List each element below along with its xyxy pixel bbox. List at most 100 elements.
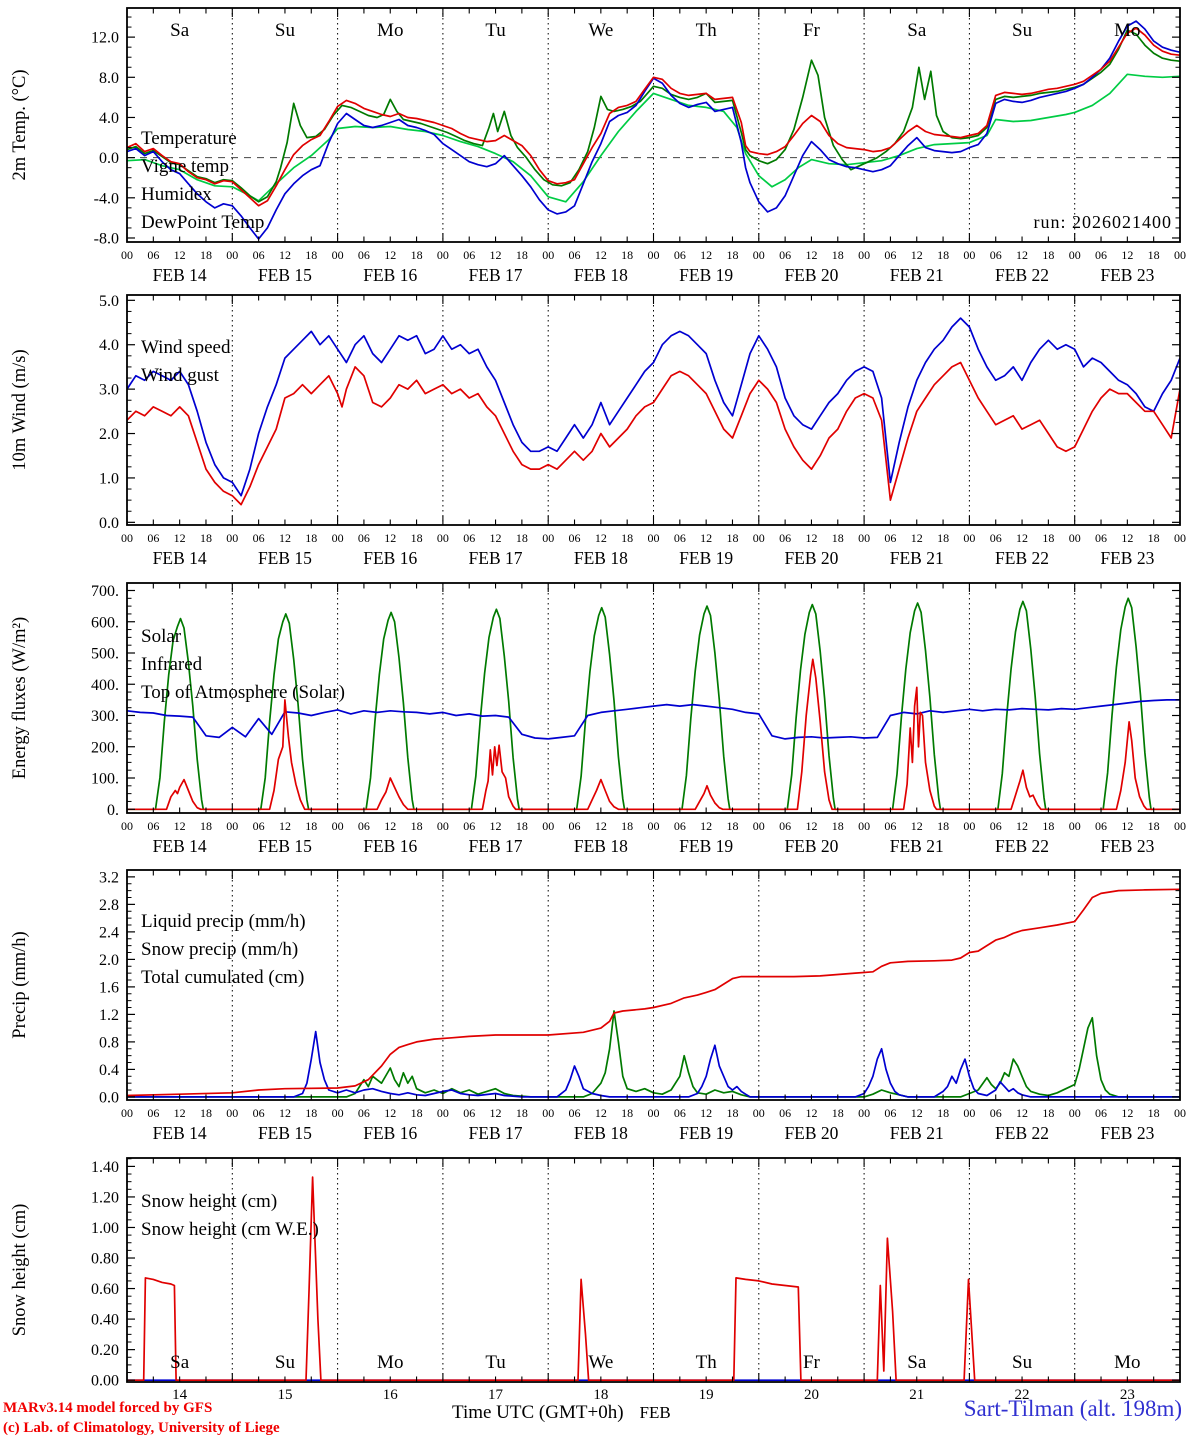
hour-tick-label: 18 <box>621 248 633 262</box>
legend-snow-height-0: Snow height (cm) <box>141 1191 277 1212</box>
day-label: FEB 18 <box>574 836 628 856</box>
y-tick-label: 1.40 <box>91 1159 119 1176</box>
day-label: FEB 18 <box>574 265 628 285</box>
hour-tick-label: 12 <box>279 1106 291 1120</box>
day-label: FEB 16 <box>363 548 417 568</box>
hour-tick-label: 06 <box>990 819 1002 833</box>
day-label: FEB 14 <box>153 548 207 568</box>
hour-tick-label: 00 <box>753 819 765 833</box>
hour-tick-label: 12 <box>700 1106 712 1120</box>
day-label: FEB 20 <box>784 265 838 285</box>
weekday-label: Sa <box>170 1352 190 1373</box>
y-tick-label: -4.0 <box>94 190 119 207</box>
hour-tick-label: 06 <box>358 531 370 545</box>
panel-temperature: -8.0 -4.0 0.0 4.0 8.0 12.0 00 06 12 18 00 06 12 18 00 0… <box>10 7 1186 285</box>
day-label: FEB 16 <box>363 836 417 856</box>
hour-tick-label: 06 <box>990 1106 1002 1120</box>
hour-tick-label: 06 <box>463 1106 475 1120</box>
hour-tick-label: 12 <box>384 248 396 262</box>
y-tick-label: 2.0 <box>99 952 119 969</box>
y-tick-label: 0.80 <box>91 1251 119 1268</box>
y-tick-label: 400. <box>91 677 119 694</box>
hour-tick-label: 18 <box>516 248 528 262</box>
day-number-label: 14 <box>172 1387 188 1403</box>
y-tick-label: 2.4 <box>99 924 119 941</box>
hour-tick-label: 18 <box>200 531 212 545</box>
hour-tick-label: 18 <box>937 248 949 262</box>
hour-tick-label: 00 <box>542 531 554 545</box>
hour-tick-label: 18 <box>937 531 949 545</box>
hour-tick-label: 06 <box>569 248 581 262</box>
hour-tick-label: 18 <box>832 531 844 545</box>
legend-snow-height-1: Snow height (cm W.E.) <box>141 1219 319 1240</box>
hour-tick-label: 12 <box>279 819 291 833</box>
day-label: FEB 19 <box>679 548 733 568</box>
day-label: FEB 15 <box>258 836 312 856</box>
hour-tick-label: 00 <box>648 248 660 262</box>
month-label: FEB <box>639 1403 671 1422</box>
hour-tick-label: 12 <box>1016 819 1028 833</box>
panel-energy-fluxes: 0. 100. 200. 300. 400. 500. 600. 700. 00 06 12 18 00… <box>10 582 1186 856</box>
hour-tick-label: 00 <box>963 819 975 833</box>
hour-tick-label: 00 <box>121 819 133 833</box>
hour-tick-label: 00 <box>332 531 344 545</box>
hour-tick-label: 12 <box>911 1106 923 1120</box>
y-tick-label: 5.0 <box>99 293 119 310</box>
legend-precip-2: Total cumulated (cm) <box>141 967 304 988</box>
y-tick-label: 300. <box>91 708 119 725</box>
y-tick-label: 1.20 <box>91 1189 119 1206</box>
hour-tick-label: 18 <box>305 531 317 545</box>
hour-tick-label: 06 <box>1095 248 1107 262</box>
y-tick-label: 0.8 <box>99 1034 119 1051</box>
weekday-label: We <box>588 1352 613 1373</box>
hour-tick-label: 06 <box>674 819 686 833</box>
y-tick-label: 1.00 <box>91 1220 119 1237</box>
footer-credit: MARv3.14 model forced by GFS (c) Lab. of… <box>3 1398 280 1438</box>
hour-tick-label: 06 <box>674 248 686 262</box>
weekday-label: Tu <box>485 20 506 41</box>
hour-tick-label: 00 <box>858 531 870 545</box>
day-label: FEB 23 <box>1100 548 1154 568</box>
hour-tick-label: 18 <box>726 531 738 545</box>
hour-tick-label: 06 <box>674 531 686 545</box>
hour-tick-label: 06 <box>1095 1106 1107 1120</box>
legend-temperature-2: Humidex <box>141 184 212 205</box>
hour-tick-label: 12 <box>490 248 502 262</box>
y-axis-title: 2m Temp. (°C) <box>10 69 30 180</box>
weekday-label: Mo <box>1114 20 1140 41</box>
hour-tick-label: 18 <box>621 531 633 545</box>
day-label: FEB 16 <box>363 1123 417 1143</box>
day-label: FEB 22 <box>995 265 1049 285</box>
hour-tick-label: 06 <box>779 248 791 262</box>
legend-energy-fluxes-0: Solar <box>141 626 182 647</box>
hour-tick-label: 00 <box>1069 531 1081 545</box>
weekday-label: Fr <box>803 20 821 41</box>
day-label: FEB 22 <box>995 548 1049 568</box>
hour-tick-label: 00 <box>437 531 449 545</box>
hour-tick-label: 06 <box>253 1106 265 1120</box>
hour-tick-label: 00 <box>648 1106 660 1120</box>
hour-tick-label: 00 <box>226 531 238 545</box>
day-label: FEB 23 <box>1100 265 1154 285</box>
series-group <box>127 317 1180 506</box>
day-number-label: 16 <box>383 1387 399 1403</box>
series-temperature <box>127 27 1180 207</box>
hour-tick-label: 12 <box>384 1106 396 1120</box>
day-label: FEB 21 <box>890 1123 944 1143</box>
day-label: FEB 15 <box>258 1123 312 1143</box>
hour-tick-label: 06 <box>253 531 265 545</box>
hour-tick-label: 06 <box>884 819 896 833</box>
hour-tick-label: 12 <box>1016 531 1028 545</box>
legend-temperature-3: DewPoint Temp <box>141 212 264 233</box>
hour-tick-label: 06 <box>463 531 475 545</box>
hour-tick-label: 00 <box>332 819 344 833</box>
weekday-label: Fr <box>803 1352 821 1373</box>
y-axis-title: Snow height (cm) <box>10 1204 30 1337</box>
hour-tick-label: 12 <box>490 531 502 545</box>
hour-tick-label: 18 <box>1042 1106 1054 1120</box>
hour-tick-label: 00 <box>437 819 449 833</box>
weekday-label: Su <box>1012 20 1033 41</box>
hour-tick-label: 12 <box>700 248 712 262</box>
hour-tick-label: 18 <box>411 248 423 262</box>
